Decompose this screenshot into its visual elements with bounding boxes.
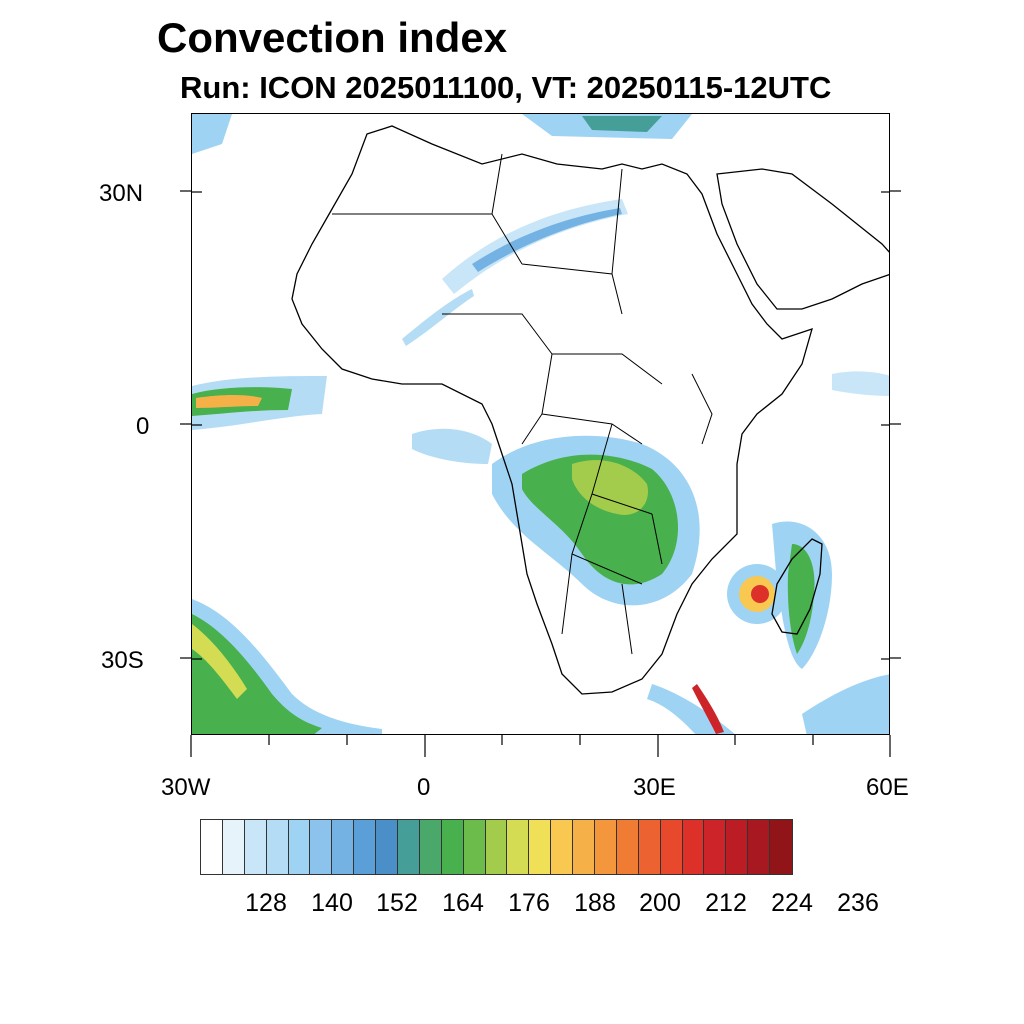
colorbar-swatch-19 bbox=[616, 820, 639, 874]
colorbar-label: 212 bbox=[705, 889, 747, 917]
convection-indian-east bbox=[832, 371, 889, 396]
colorbar-swatch-23 bbox=[704, 820, 727, 874]
convection-central-africa-core bbox=[572, 460, 648, 515]
convection-field bbox=[192, 114, 889, 734]
colorbar-swatch-0 bbox=[201, 820, 223, 874]
convection-atlantic-equatorial-peak bbox=[196, 395, 262, 408]
colorbar-label: 200 bbox=[639, 889, 681, 917]
frame-ticks bbox=[192, 191, 889, 660]
colorbar-swatch-11 bbox=[441, 820, 464, 874]
colorbar bbox=[200, 819, 794, 875]
convection-western-congo bbox=[412, 428, 492, 464]
lat-tick-30n: 30N bbox=[99, 180, 144, 207]
colorbar-swatch-8 bbox=[376, 820, 399, 874]
convection-cyclone-core bbox=[751, 585, 769, 603]
map-plot-area bbox=[191, 113, 890, 735]
lon-tick-30w: 30W bbox=[161, 774, 211, 801]
convection-sahel-streak bbox=[402, 289, 474, 346]
africa-coastline bbox=[291, 125, 813, 695]
colorbar-swatch-13 bbox=[485, 820, 508, 874]
colorbar-label: 224 bbox=[771, 889, 813, 917]
convection-north-top-core bbox=[582, 116, 662, 132]
lat-tick-0: 0 bbox=[136, 413, 150, 440]
lon-tick-30e: 30E bbox=[633, 774, 676, 801]
lat-tick-30s: 30S bbox=[101, 647, 144, 674]
colorbar-swatch-9 bbox=[398, 820, 420, 874]
colorbar-label: 236 bbox=[837, 889, 879, 917]
colorbar-swatch-10 bbox=[419, 820, 442, 874]
lon-tick-60e: 60E bbox=[866, 774, 909, 801]
convection-south-atlantic-peak bbox=[192, 624, 247, 699]
arabia-coastline bbox=[716, 168, 889, 310]
colorbar-label: 164 bbox=[442, 889, 484, 917]
colorbar-swatch-25 bbox=[748, 820, 771, 874]
colorbar-label: 188 bbox=[574, 889, 616, 917]
chart-title: Convection index bbox=[157, 14, 508, 61]
colorbar-swatch-3 bbox=[266, 820, 289, 874]
colorbar-swatch-2 bbox=[244, 820, 267, 874]
lon-tick-0: 0 bbox=[417, 774, 431, 801]
colorbar-swatch-16 bbox=[551, 820, 574, 874]
colorbar-swatch-20 bbox=[638, 820, 661, 874]
colorbar-label: 140 bbox=[311, 889, 353, 917]
map-svg bbox=[192, 114, 889, 734]
convection-northwest-corner bbox=[192, 114, 232, 154]
colorbar-swatch-18 bbox=[595, 820, 617, 874]
colorbar-swatch-26 bbox=[770, 820, 793, 874]
colorbar-swatch-6 bbox=[332, 820, 355, 874]
colorbar-label: 128 bbox=[245, 889, 287, 917]
convection-south-atlantic-core bbox=[192, 614, 322, 734]
colorbar-swatch-17 bbox=[573, 820, 596, 874]
convection-indian-southeast bbox=[802, 674, 889, 734]
convection-madagascar-core bbox=[787, 544, 815, 654]
colorbar-label: 176 bbox=[508, 889, 550, 917]
convection-agulhas-core bbox=[692, 684, 724, 734]
colorbar-swatch-14 bbox=[507, 820, 530, 874]
colorbar-swatch-22 bbox=[682, 820, 705, 874]
colorbar-swatch-15 bbox=[529, 820, 552, 874]
colorbar-swatch-4 bbox=[288, 820, 311, 874]
colorbar-swatch-7 bbox=[354, 820, 377, 874]
colorbar-swatch-12 bbox=[463, 820, 486, 874]
chart-subtitle: Run: ICON 2025011100, VT: 20250115-12UTC bbox=[180, 70, 832, 105]
colorbar-swatch-5 bbox=[310, 820, 333, 874]
colorbar-swatch-1 bbox=[222, 820, 245, 874]
madagascar-outline bbox=[771, 538, 823, 635]
convection-sahara-band-core bbox=[472, 208, 622, 272]
colorbar-swatch-24 bbox=[726, 820, 749, 874]
colorbar-label: 152 bbox=[376, 889, 418, 917]
country-borders bbox=[332, 153, 713, 655]
colorbar-swatch-21 bbox=[660, 820, 683, 874]
